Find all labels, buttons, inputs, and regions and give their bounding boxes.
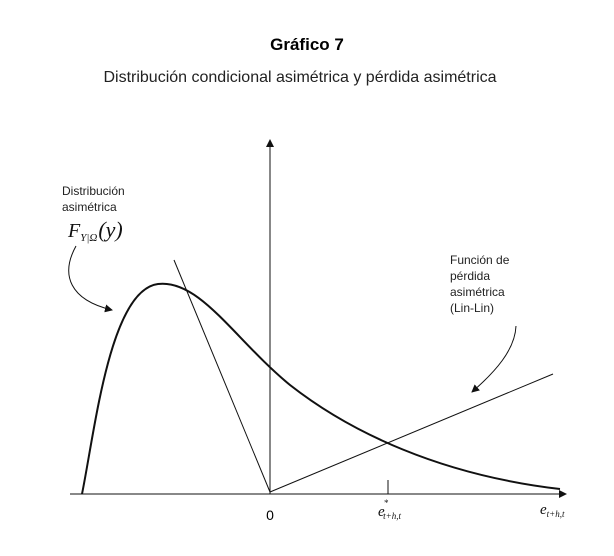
- origin-label: 0: [266, 507, 274, 523]
- loss-right: [269, 373, 554, 493]
- loss-left: [173, 259, 271, 493]
- distribution-label: Distribución: [62, 184, 125, 198]
- error-label: et+h,t: [540, 502, 565, 519]
- label-superscript: *: [384, 498, 389, 508]
- loss-label: pérdida: [450, 269, 490, 283]
- loss-label: Función de: [450, 253, 510, 267]
- title: Gráfico 7: [270, 35, 344, 54]
- distribution-symbol: FY|Ω(y): [67, 217, 123, 244]
- loss-label: (Lin-Lin): [450, 301, 494, 315]
- symbol-base: F: [67, 220, 81, 242]
- distribution-arrow: [68, 245, 113, 313]
- loss-arrow: [471, 325, 517, 393]
- label-subscript: t+h,t: [383, 511, 401, 521]
- loss-label: asimétrica: [450, 285, 505, 299]
- label-base: e: [540, 502, 547, 518]
- optimal-error-label: e* t+h,t: [378, 498, 401, 521]
- distribution-label: asimétrica: [62, 200, 117, 214]
- distribution-curve: [81, 282, 561, 495]
- subtitle: Distribución condicional asimétrica y pé…: [103, 69, 496, 86]
- label-subscript: t+h,t: [547, 509, 565, 519]
- symbol-argument: (y): [98, 217, 122, 242]
- symbol-subscript: Y|Ω: [80, 232, 97, 244]
- label-base: e: [378, 504, 385, 520]
